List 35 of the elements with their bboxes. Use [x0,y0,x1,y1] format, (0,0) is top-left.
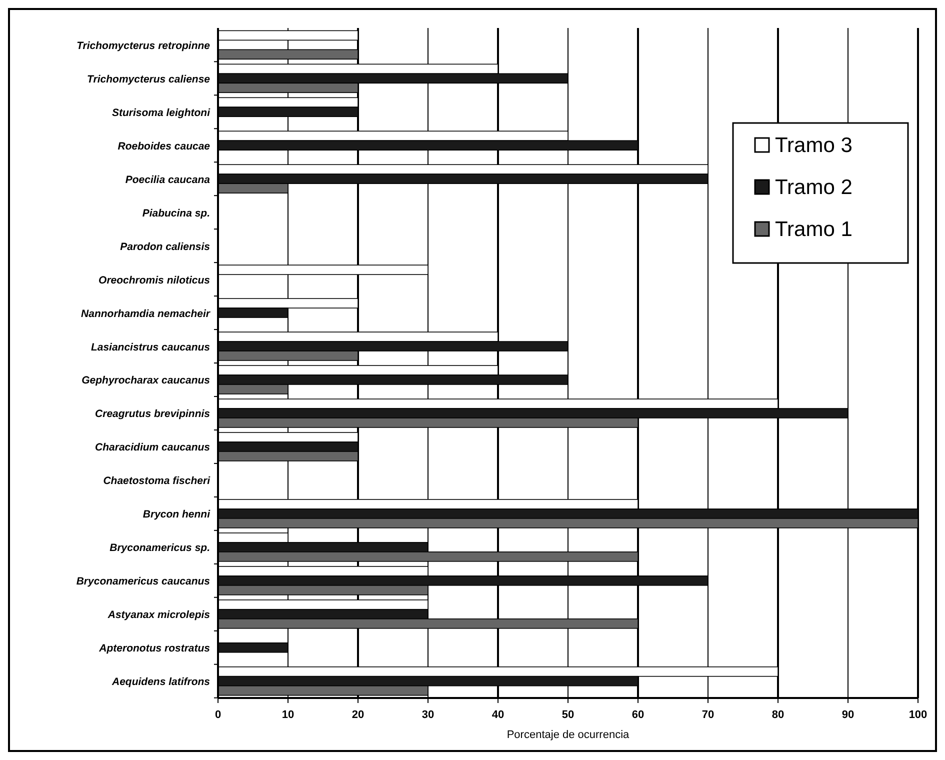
x-tick-label: 10 [282,709,294,721]
legend-label: Tramo 3 [775,134,852,157]
y-tick-label: Sturisoma leightoni [112,106,212,119]
y-tick-label: Creagrutus brevipinnis [95,408,210,420]
y-tick-label: Roeboides caucae [118,140,210,152]
x-tick-label: 30 [422,709,434,721]
y-tick-label: Piabucina sp. [142,207,210,220]
y-tick-label: Bryconamericus caucanus [76,576,210,588]
x-tick-label: 60 [632,709,644,721]
x-axis-title: Porcentaje de ocurrencia [506,729,630,741]
y-tick-label: Brycon henni [142,508,212,521]
x-tick-label: 20 [352,709,364,721]
x-tick-label: 90 [842,709,854,721]
x-tick-label: 80 [772,709,784,721]
legend-label: Tramo 2 [775,176,852,199]
y-tick-label: Characidium caucanus [95,442,210,454]
x-tick-label: 100 [908,709,928,721]
y-tick-label: Oreochromis niloticus [98,274,210,286]
y-tick-label: Chaetostoma fischeri [103,475,212,488]
y-tick-label: Aequidens latifrons [110,676,210,688]
y-tick-label: Lasiancistrus caucanus [90,341,210,354]
y-tick-label: Astyanax microlepis [106,609,210,622]
x-tick-label: 0 [214,709,222,721]
y-tick-label: Apteronotus rostratus [98,642,210,655]
y-tick-label: Gephyrocharax caucanus [82,374,210,387]
y-tick-label: Trichomycterus retropinne [76,40,210,52]
y-tick-label: Poecilia caucana [125,174,210,186]
y-tick-label: Parodon caliensis [120,240,210,253]
y-tick-label: Trichomycterus caliense [87,73,210,86]
y-tick-label: Nannorhamdia nemacheir [81,308,211,320]
x-tick-label: 40 [492,709,504,721]
x-tick-label: 70 [702,709,714,721]
y-tick-label: Bryconamericus sp. [110,542,210,554]
legend-label: Tramo 1 [775,218,852,241]
x-tick-label: 50 [562,709,574,721]
